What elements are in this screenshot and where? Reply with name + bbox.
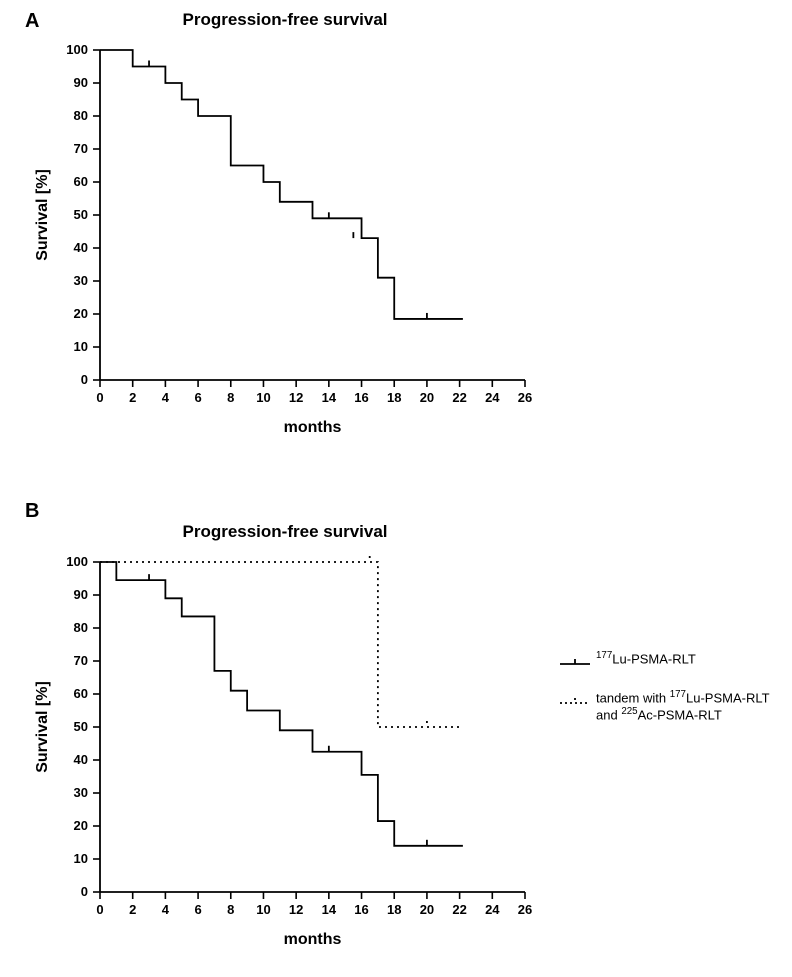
svg-text:60: 60 xyxy=(74,686,88,701)
svg-text:0: 0 xyxy=(81,884,88,899)
svg-text:50: 50 xyxy=(74,719,88,734)
svg-text:0: 0 xyxy=(96,390,103,405)
svg-text:2: 2 xyxy=(129,390,136,405)
svg-text:0: 0 xyxy=(96,902,103,917)
svg-text:22: 22 xyxy=(452,902,466,917)
svg-text:26: 26 xyxy=(518,390,532,405)
svg-text:months: months xyxy=(284,419,342,436)
panel-b-label: B xyxy=(25,500,39,523)
svg-text:10: 10 xyxy=(74,851,88,866)
svg-text:4: 4 xyxy=(162,902,170,917)
svg-text:2: 2 xyxy=(129,902,136,917)
svg-text:18: 18 xyxy=(387,902,401,917)
legend-swatch-dotted xyxy=(560,696,590,714)
svg-text:6: 6 xyxy=(194,902,201,917)
legend-swatch-solid xyxy=(560,657,590,675)
chart-a-svg: 0246810121416182022242601020304050607080… xyxy=(25,30,545,450)
svg-text:8: 8 xyxy=(227,390,234,405)
svg-text:10: 10 xyxy=(256,390,270,405)
svg-text:40: 40 xyxy=(74,240,88,255)
svg-text:80: 80 xyxy=(74,620,88,635)
svg-text:80: 80 xyxy=(74,108,88,123)
svg-text:26: 26 xyxy=(518,902,532,917)
svg-text:4: 4 xyxy=(162,390,170,405)
panel-b-title: Progression-free survival xyxy=(25,522,545,542)
legend: 177Lu-PSMA-RLT tandem with 177Lu-PSMA-RL… xyxy=(560,650,780,736)
svg-text:18: 18 xyxy=(387,390,401,405)
svg-text:24: 24 xyxy=(485,390,500,405)
svg-text:Survival [%]: Survival [%] xyxy=(34,681,51,773)
svg-text:14: 14 xyxy=(322,390,337,405)
svg-text:100: 100 xyxy=(66,42,88,57)
svg-text:90: 90 xyxy=(74,75,88,90)
svg-text:16: 16 xyxy=(354,390,368,405)
svg-text:24: 24 xyxy=(485,902,500,917)
svg-text:16: 16 xyxy=(354,902,368,917)
svg-text:40: 40 xyxy=(74,752,88,767)
svg-text:12: 12 xyxy=(289,390,303,405)
svg-text:20: 20 xyxy=(420,902,434,917)
svg-text:12: 12 xyxy=(289,902,303,917)
svg-text:90: 90 xyxy=(74,587,88,602)
svg-text:months: months xyxy=(284,931,342,948)
svg-text:22: 22 xyxy=(452,390,466,405)
legend-label-1: 177Lu-PSMA-RLT xyxy=(596,650,696,667)
svg-text:20: 20 xyxy=(74,306,88,321)
svg-text:60: 60 xyxy=(74,174,88,189)
svg-text:10: 10 xyxy=(74,339,88,354)
svg-text:30: 30 xyxy=(74,273,88,288)
legend-item-1: 177Lu-PSMA-RLT xyxy=(560,650,780,675)
svg-text:20: 20 xyxy=(74,818,88,833)
svg-text:70: 70 xyxy=(74,141,88,156)
svg-text:Survival [%]: Survival [%] xyxy=(34,169,51,261)
svg-text:50: 50 xyxy=(74,207,88,222)
svg-text:30: 30 xyxy=(74,785,88,800)
svg-text:20: 20 xyxy=(420,390,434,405)
legend-label-2: tandem with 177Lu-PSMA-RLTand 225Ac-PSMA… xyxy=(596,689,770,723)
svg-text:10: 10 xyxy=(256,902,270,917)
svg-text:8: 8 xyxy=(227,902,234,917)
chart-b-svg: 0246810121416182022242601020304050607080… xyxy=(25,542,545,962)
svg-text:100: 100 xyxy=(66,554,88,569)
legend-item-2: tandem with 177Lu-PSMA-RLTand 225Ac-PSMA… xyxy=(560,689,780,723)
svg-text:14: 14 xyxy=(322,902,337,917)
panel-a-title: Progression-free survival xyxy=(25,10,545,30)
svg-text:0: 0 xyxy=(81,372,88,387)
svg-text:6: 6 xyxy=(194,390,201,405)
figure-container: A Progression-free survival 024681012141… xyxy=(0,0,792,977)
svg-text:70: 70 xyxy=(74,653,88,668)
